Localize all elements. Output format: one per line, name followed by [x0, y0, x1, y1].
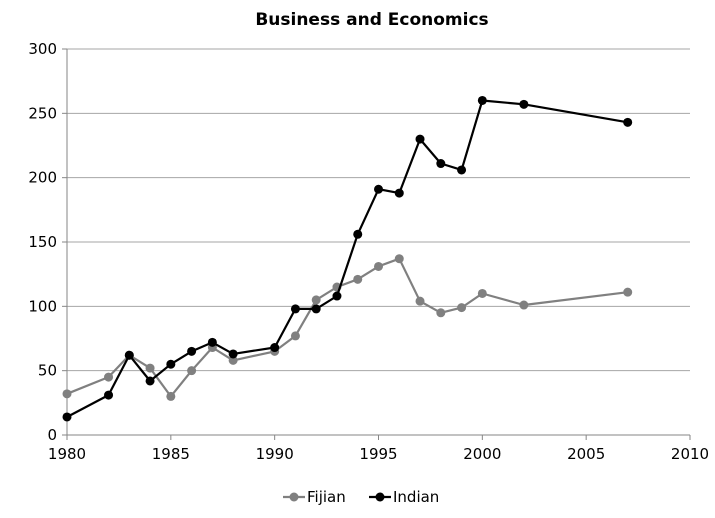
data-point-indian	[145, 376, 155, 386]
y-tick-label: 50	[38, 362, 57, 380]
data-point-indian	[415, 134, 425, 144]
data-point-indian	[332, 291, 342, 301]
legend-label: Indian	[393, 488, 439, 506]
data-point-fijian	[145, 363, 155, 373]
series-indian	[62, 95, 633, 422]
data-point-fijian	[477, 288, 487, 298]
data-point-indian	[311, 304, 321, 314]
series-lines	[62, 95, 633, 422]
data-point-indian	[187, 346, 197, 356]
y-tick-label: 100	[28, 297, 57, 315]
data-point-indian	[166, 359, 176, 369]
legend-dot-marker	[375, 492, 385, 502]
data-point-indian	[207, 337, 217, 347]
y-tick-label: 0	[47, 426, 57, 444]
axes: 0 50 100 150 200 250 300 1980 1985 1990 1995 2000 20…	[28, 40, 709, 463]
x-tick-label: 2010	[671, 445, 709, 463]
data-point-indian	[623, 117, 633, 127]
data-point-fijian	[62, 389, 72, 399]
data-point-indian	[228, 349, 238, 359]
y-tick-label: 250	[28, 104, 57, 122]
data-point-indian	[290, 304, 300, 314]
legend-item-fijian: Fijian	[283, 488, 346, 506]
data-point-fijian	[228, 355, 238, 365]
data-point-fijian	[623, 287, 633, 297]
series-line-fijian	[66, 257, 628, 398]
x-tick-label: 1995	[359, 445, 397, 463]
y-tick-label: 150	[28, 233, 57, 251]
chart-title: Business and Economics	[255, 10, 488, 30]
data-point-indian	[519, 99, 529, 109]
data-point-indian	[374, 184, 383, 194]
x-tick-label: 1980	[48, 445, 86, 463]
data-point-fijian	[374, 261, 383, 271]
data-point-fijian	[187, 366, 197, 376]
data-point-fijian	[353, 274, 363, 284]
y-tick-label: 200	[28, 169, 57, 187]
x-tick-label: 2000	[463, 445, 501, 463]
x-tick-label: 2005	[567, 445, 605, 463]
data-point-fijian	[104, 372, 114, 382]
data-point-fijian	[436, 308, 446, 318]
x-tick-label: 1990	[256, 445, 294, 463]
series-fijian	[62, 254, 633, 401]
legend: Fijian Indian	[283, 488, 439, 506]
data-point-indian	[457, 165, 467, 175]
data-point-indian	[394, 188, 404, 198]
data-point-fijian	[166, 391, 176, 401]
gridlines	[67, 48, 690, 372]
data-point-indian	[436, 159, 446, 169]
data-point-indian	[270, 343, 280, 353]
data-point-fijian	[457, 303, 467, 313]
data-point-indian	[477, 95, 487, 105]
x-tick-label: 1985	[152, 445, 190, 463]
legend-label: Fijian	[307, 488, 346, 506]
data-point-fijian	[519, 300, 529, 310]
data-point-indian	[104, 390, 114, 400]
data-point-indian	[124, 350, 134, 360]
data-point-fijian	[415, 296, 425, 306]
legend-dot-marker	[289, 492, 299, 502]
data-point-indian	[62, 412, 72, 422]
data-point-fijian	[311, 295, 321, 305]
y-tick-label: 300	[28, 40, 57, 58]
data-point-indian	[353, 229, 363, 239]
legend-item-indian: Indian	[369, 488, 439, 506]
data-point-fijian	[394, 254, 404, 264]
data-point-fijian	[290, 331, 300, 341]
